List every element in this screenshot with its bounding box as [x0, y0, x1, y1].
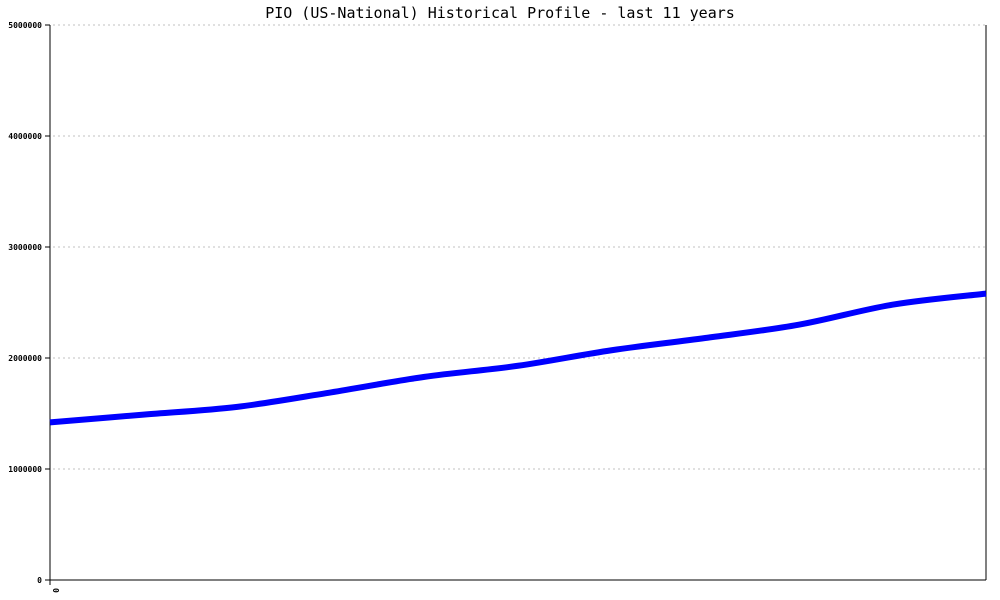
x-tick-label: 0	[51, 588, 60, 593]
series-line	[49, 290, 987, 426]
y-tick-label: 5000000	[8, 21, 42, 30]
y-tick-label: 3000000	[8, 243, 42, 252]
chart-title: PIO (US-National) Historical Profile - l…	[265, 4, 735, 22]
y-tick-label: 2000000	[8, 354, 42, 363]
y-tick-label: 1000000	[8, 465, 42, 474]
y-tick-label: 0	[37, 576, 42, 585]
y-tick-label: 4000000	[8, 132, 42, 141]
